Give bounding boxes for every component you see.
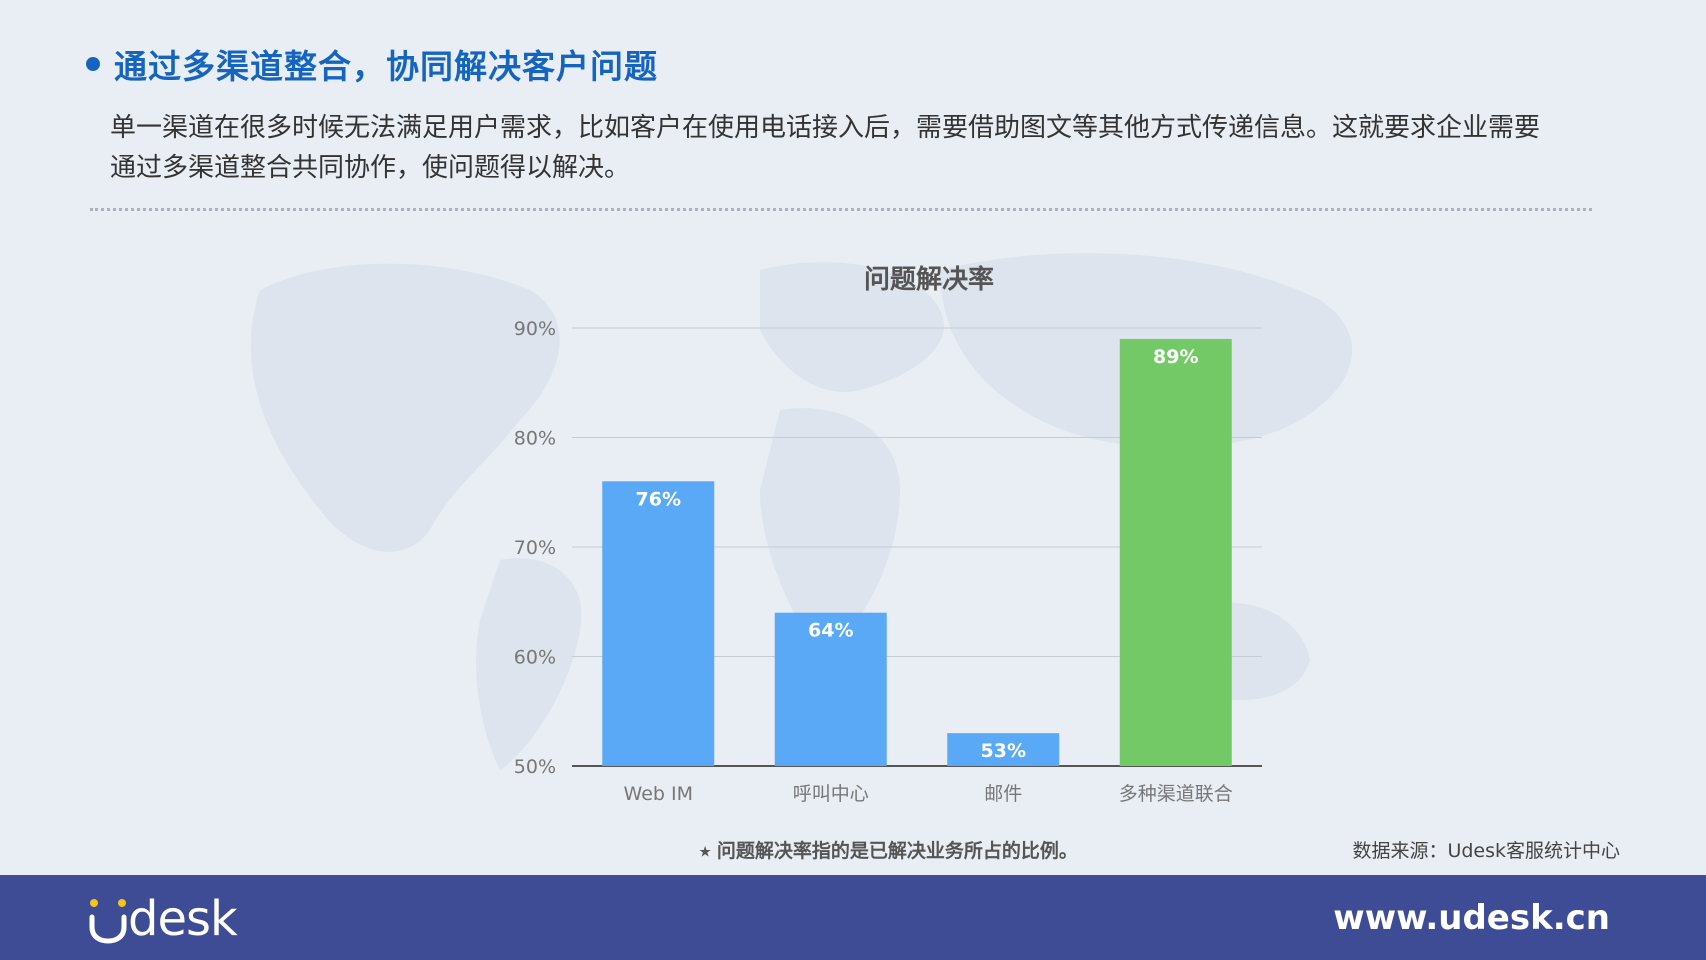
bullet-icon bbox=[86, 57, 100, 71]
chart-footnote: ⭑ 问题解决率指的是已解决业务所占的比例。 bbox=[700, 840, 1078, 862]
dotted-divider bbox=[90, 208, 1592, 211]
footer-bar: desk www.udesk.cn bbox=[0, 875, 1706, 960]
bar-value-label: 53% bbox=[981, 740, 1026, 762]
y-tick-label: 60% bbox=[514, 647, 556, 669]
bar-4 bbox=[1119, 338, 1232, 766]
bar-value-label: 64% bbox=[808, 620, 853, 642]
y-tick-label: 90% bbox=[514, 318, 556, 340]
x-tick-label: Web IM bbox=[624, 783, 693, 805]
bar-3 bbox=[947, 733, 1060, 766]
y-tick-label: 80% bbox=[514, 428, 556, 450]
bar-1 bbox=[602, 481, 715, 766]
smile-logo-icon bbox=[89, 899, 127, 944]
world-map-background bbox=[250, 253, 1353, 770]
website-link[interactable]: www.udesk.cn bbox=[1333, 898, 1610, 938]
bar-value-label: 89% bbox=[1153, 346, 1198, 368]
page-heading: 通过多渠道整合，协同解决客户问题 bbox=[86, 42, 658, 86]
logo-wordmark: desk bbox=[128, 891, 238, 947]
udesk-logo[interactable]: desk bbox=[88, 891, 238, 947]
page-title: 通过多渠道整合，协同解决客户问题 bbox=[114, 47, 658, 86]
bar-value-label: 76% bbox=[636, 488, 681, 510]
page-description: 单一渠道在很多时候无法满足用户需求，比如客户在使用电话接入后，需要借助图文等其他… bbox=[110, 113, 1541, 183]
y-tick-label: 70% bbox=[514, 537, 556, 559]
x-tick-label: 呼叫中心 bbox=[793, 783, 869, 805]
bar-2 bbox=[774, 612, 887, 766]
x-tick-label: 多种渠道联合 bbox=[1119, 783, 1233, 805]
x-tick-label: 邮件 bbox=[984, 783, 1022, 805]
data-source: 数据来源：Udesk客服统计中心 bbox=[1352, 840, 1620, 862]
y-tick-label: 50% bbox=[514, 756, 556, 778]
chart-title: 问题解决率 bbox=[864, 264, 994, 295]
